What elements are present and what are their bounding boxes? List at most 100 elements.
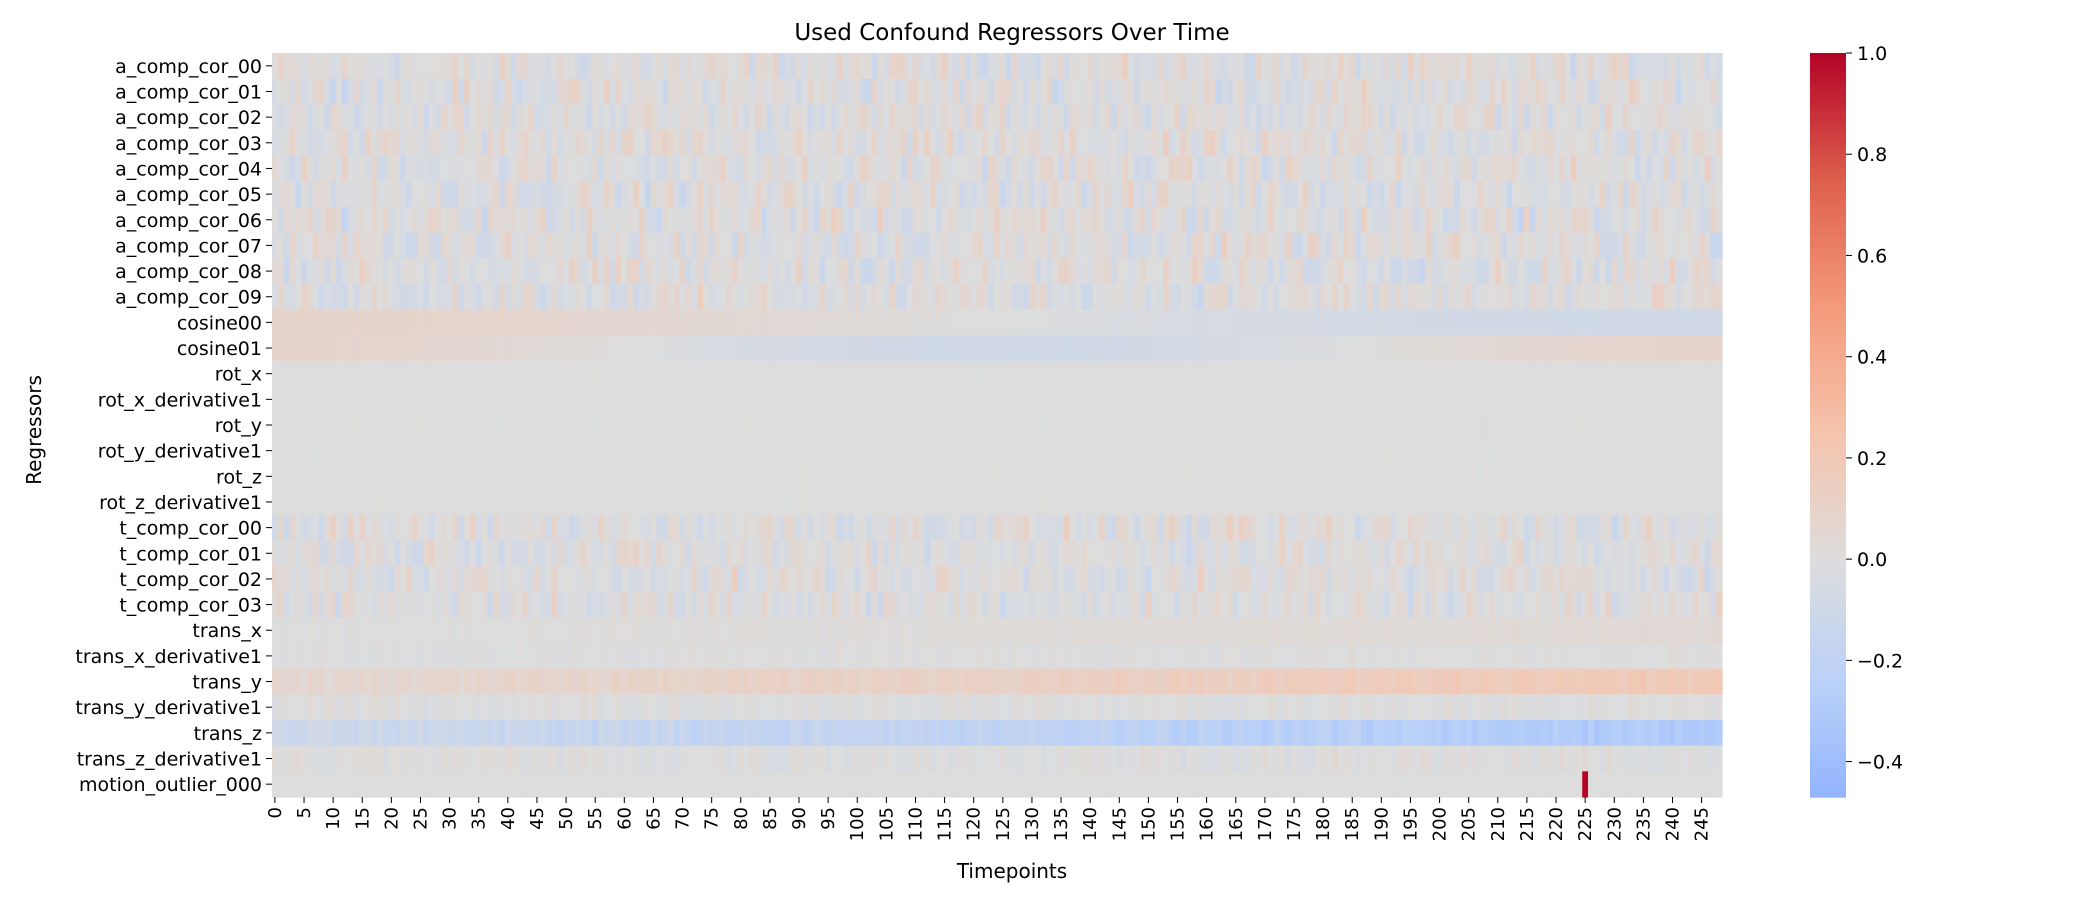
heatmap-cell [400,206,407,234]
heatmap-cell [1384,489,1391,516]
heatmap-cell [1122,360,1129,388]
heatmap-cell [1384,104,1391,131]
heatmap-cell [609,386,617,413]
heatmap-cell [1133,232,1141,259]
heatmap-cell [1285,78,1292,105]
heatmap-cell [1628,309,1636,336]
heatmap-cell [970,540,978,567]
heatmap-cell [464,129,471,157]
heatmap-cell [452,181,459,208]
heatmap-cell [1326,181,1333,208]
heatmap-cell [691,386,698,413]
heatmap-cell [568,283,576,311]
heatmap-cell [941,155,949,182]
heatmap-cell [842,514,850,542]
heatmap-cell [1570,335,1578,362]
heatmap-cell [1419,104,1426,131]
heatmap-cell [1413,463,1420,490]
heatmap-cell [1588,386,1595,413]
heatmap-cell [1261,489,1269,516]
heatmap-cell [1378,514,1385,542]
heatmap-cell [1285,155,1292,182]
heatmap-cell [1675,540,1682,567]
heatmap-cell [941,232,949,259]
heatmap-cell [574,514,582,542]
heatmap-cell [865,540,873,567]
heatmap-cell [580,155,588,182]
heatmap-cell [1634,335,1642,362]
heatmap-cell [1675,463,1682,490]
heatmap-cell [1174,335,1182,362]
heatmap-cell [1221,309,1228,336]
heatmap-cell [1442,181,1449,208]
heatmap-cell [778,489,786,516]
heatmap-cell [1378,335,1385,362]
heatmap-cell [435,258,442,285]
heatmap-cell [1314,206,1321,234]
heatmap-cell [697,360,704,388]
heatmap-cell [1366,412,1374,439]
heatmap-cell [1605,463,1612,490]
heatmap-cell [1326,360,1333,388]
heatmap-cell [621,386,628,413]
heatmap-cell [1261,53,1269,80]
heatmap-cell [1116,258,1123,285]
heatmap-cell [528,437,535,465]
heatmap-cell [1582,155,1589,182]
heatmap-cell [1063,437,1071,465]
heatmap-cell [633,53,640,80]
heatmap-cell [347,155,355,182]
heatmap-cell [499,514,506,542]
heatmap-cell [417,335,424,362]
heatmap-cell [429,104,436,131]
heatmap-cell [1168,206,1176,234]
heatmap-cell [854,181,861,208]
heatmap-cell [1465,335,1473,362]
heatmap-cell [912,206,919,234]
heatmap-cell [353,566,360,593]
heatmap-cell [1500,155,1508,182]
heatmap-cell [1419,181,1426,208]
heatmap-cell [1465,283,1473,311]
heatmap-cell [1576,232,1583,259]
heatmap-cell [1098,540,1106,567]
heatmap-cell [1162,104,1170,131]
heatmap-cell [1128,53,1135,80]
heatmap-cell [1261,104,1269,131]
heatmap-cell [458,463,465,490]
heatmap-cell [714,129,721,157]
heatmap-cell [1145,155,1152,182]
heatmap-cell [1285,129,1292,157]
heatmap-cell [720,155,727,182]
heatmap-cell [609,155,617,182]
heatmap-cell [440,206,448,234]
heatmap-cell [1710,283,1717,311]
heatmap-cell [417,258,424,285]
heatmap-cell [708,386,716,413]
heatmap-cell [761,78,768,105]
heatmap-cell [1186,514,1193,542]
heatmap-cell [1669,412,1677,439]
heatmap-cell [662,232,669,259]
heatmap-cell [411,489,419,516]
heatmap-cell [988,104,995,131]
heatmap-cell [440,155,448,182]
heatmap-cell [545,104,553,131]
heatmap-cell [1681,463,1688,490]
heatmap-cell [1483,540,1490,567]
heatmap-cell [330,283,337,311]
heatmap-cell [1547,514,1554,542]
heatmap-cell [1442,463,1449,490]
heatmap-cell [720,514,727,542]
heatmap-cell [1640,258,1647,285]
heatmap-cell [796,258,803,285]
heatmap-cell [988,155,995,182]
heatmap-cell [312,437,320,465]
heatmap-cell [1052,104,1059,131]
heatmap-cell [1617,386,1624,413]
heatmap-cell [1419,206,1426,234]
heatmap-cell [766,514,774,542]
heatmap-cell [1558,437,1566,465]
heatmap-cell [1081,386,1088,413]
heatmap-cell [1646,258,1653,285]
